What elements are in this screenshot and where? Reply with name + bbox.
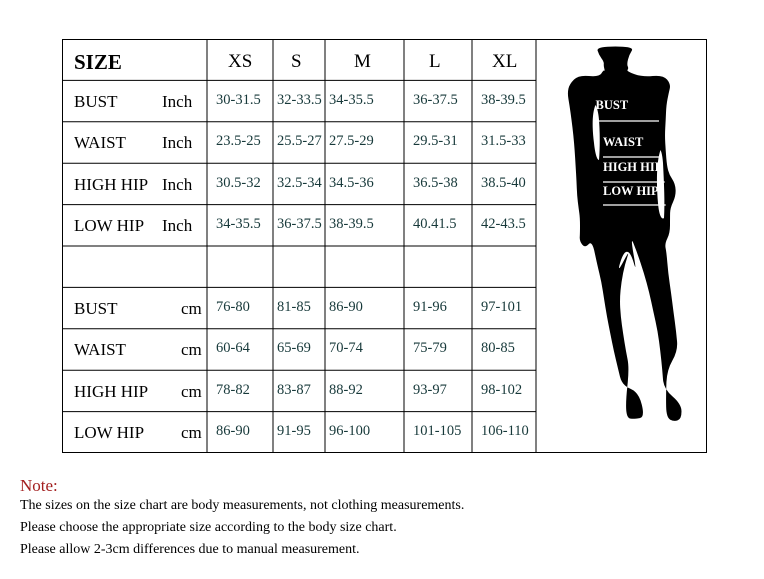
svg-text:BUST: BUST — [596, 98, 629, 112]
svg-text:WAIST: WAIST — [603, 135, 644, 149]
svg-text:LOW HIP: LOW HIP — [603, 184, 659, 198]
svg-text:HIGH HIP: HIGH HIP — [603, 160, 663, 174]
